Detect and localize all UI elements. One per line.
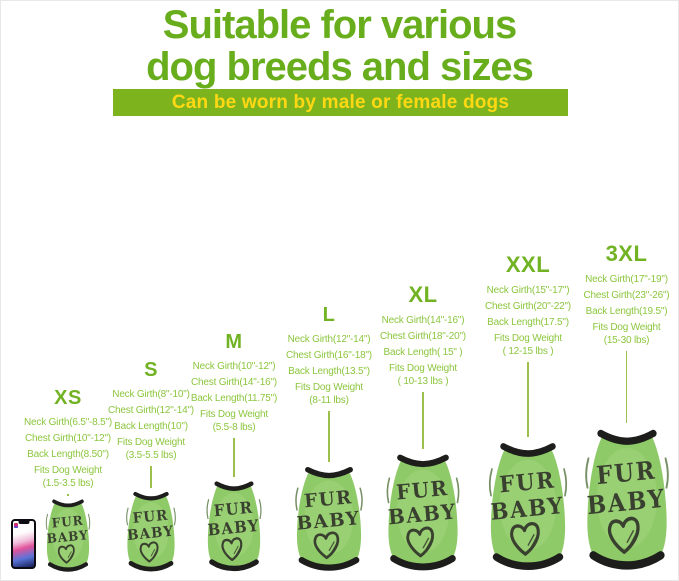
dog-shirt-l xyxy=(291,462,367,574)
spec-weight: Fits Dog Weight ( 10-13 lbs ) xyxy=(389,363,457,388)
spec-neck-girth: Neck Girth(12"-14") xyxy=(287,334,371,345)
size-column-xl: XL Neck Girth(14"-16") Chest Girth(18"-2… xyxy=(363,282,483,574)
size-column-s: S Neck Girth(8"-10") Chest Girth(12"-14"… xyxy=(91,359,211,574)
dog-shirt-xs xyxy=(43,496,93,574)
page-title-line2: dog breeds and sizes xyxy=(146,45,534,89)
spec-weight: Fits Dog Weight (8-11 lbs) xyxy=(295,382,363,407)
spec-back-length: Back Length(17.5") xyxy=(487,317,569,328)
spec-weight-range: (5.5-8 lbs) xyxy=(212,421,256,433)
spec-weight-range: ( 12-15 lbs ) xyxy=(502,345,554,357)
size-column-3xl: 3XL Neck Girth(17"-19") Chest Girth(23"-… xyxy=(573,241,679,574)
spec-weight-range: (3.5-5.5 lbs) xyxy=(125,449,177,461)
spec-back-length: Back Length(13.5") xyxy=(288,366,370,377)
leader-line xyxy=(67,494,69,496)
leader-line xyxy=(527,362,529,437)
page-title-line1: Suitable for various xyxy=(162,3,517,47)
spec-weight-title: Fits Dog Weight xyxy=(200,409,268,420)
subtitle-banner: Can be worn by male or female dogs xyxy=(113,89,568,116)
spec-chest-girth: Chest Girth(12"-14") xyxy=(108,405,194,416)
spec-back-length: Back Length( 15" ) xyxy=(383,347,463,358)
dog-shirt-3xl xyxy=(580,423,674,574)
size-label-xxl: XXL xyxy=(505,252,551,277)
size-label-s: S xyxy=(144,359,158,381)
size-label-3xl: 3XL xyxy=(605,241,648,266)
leader-line xyxy=(150,466,152,488)
spec-neck-girth: Neck Girth(8"-10") xyxy=(112,389,190,400)
spec-back-length: Back Length(19.5") xyxy=(585,306,668,317)
dog-shirt-xxl xyxy=(484,437,572,574)
spec-weight-range: (8-11 lbs) xyxy=(309,394,349,406)
spec-back-length: Back Length(8.50") xyxy=(27,449,109,460)
dog-shirt-m xyxy=(203,477,265,574)
spec-weight-title: Fits Dog Weight xyxy=(117,437,185,448)
page-title: Suitable for various dog breeds and size… xyxy=(1,4,678,88)
spec-back-length: Back Length(10") xyxy=(114,421,188,432)
spec-weight: Fits Dog Weight ( 12-15 lbs ) xyxy=(494,333,562,358)
spec-back-length: Back Length(11.75") xyxy=(190,393,278,404)
spec-weight-title: Fits Dog Weight xyxy=(592,322,661,333)
spec-weight: Fits Dog Weight (15-30 lbs) xyxy=(593,322,661,347)
spec-weight: Fits Dog Weight (1.5-3.5 lbs) xyxy=(34,465,102,490)
spec-chest-girth: Chest Girth(16"-18") xyxy=(286,350,372,361)
spec-neck-girth: Neck Girth(10"-12") xyxy=(192,361,276,372)
spec-neck-girth: Neck Girth(17"-19") xyxy=(585,274,668,285)
phone-image xyxy=(11,519,36,569)
spec-neck-girth: Neck Girth(15"-17") xyxy=(486,285,570,296)
spec-chest-girth: Chest Girth(23"-26") xyxy=(583,290,670,301)
size-label-m: M xyxy=(225,331,243,353)
spec-weight-title: Fits Dog Weight xyxy=(389,363,457,374)
leader-line xyxy=(328,411,330,462)
spec-weight: Fits Dog Weight (3.5-5.5 lbs) xyxy=(117,437,185,462)
spec-chest-girth: Chest Girth(18"-20") xyxy=(380,331,466,342)
size-column-xxl: XXL Neck Girth(15"-17") Chest Girth(20"-… xyxy=(468,252,588,574)
spec-weight-title: Fits Dog Weight xyxy=(34,465,102,476)
dog-shirt-xl xyxy=(382,449,464,574)
spec-neck-girth: Neck Girth(6.5"-8.5") xyxy=(24,417,112,428)
size-column-l: L Neck Girth(12"-14") Chest Girth(16"-18… xyxy=(269,304,389,574)
spec-weight-range: (1.5-3.5 lbs) xyxy=(42,477,94,489)
leader-line xyxy=(233,438,235,477)
spec-chest-girth: Chest Girth(14"-16") xyxy=(191,377,277,388)
spec-weight: Fits Dog Weight (5.5-8 lbs) xyxy=(200,409,268,434)
spec-chest-girth: Chest Girth(10"-12") xyxy=(25,433,111,444)
size-column-xs: XS Neck Girth(6.5"-8.5") Chest Girth(10"… xyxy=(8,387,128,574)
leader-line xyxy=(422,392,424,449)
spec-weight-title: Fits Dog Weight xyxy=(494,333,562,344)
phone-screen xyxy=(13,521,34,567)
dog-shirt-s xyxy=(123,488,179,574)
size-column-m: M Neck Girth(10"-12") Chest Girth(14"-16… xyxy=(174,331,294,574)
size-label-l: L xyxy=(322,304,336,326)
spec-weight-range: ( 10-13 lbs ) xyxy=(397,375,449,387)
spec-weight-title: Fits Dog Weight xyxy=(295,382,363,393)
size-label-xl: XL xyxy=(408,282,438,307)
leader-line xyxy=(625,351,628,423)
size-label-xs: XS xyxy=(54,387,82,409)
spec-neck-girth: Neck Girth(14"-16") xyxy=(381,315,465,326)
spec-chest-girth: Chest Girth(20"-22") xyxy=(485,301,571,312)
spec-weight-range: (15-30 lbs) xyxy=(603,334,650,346)
